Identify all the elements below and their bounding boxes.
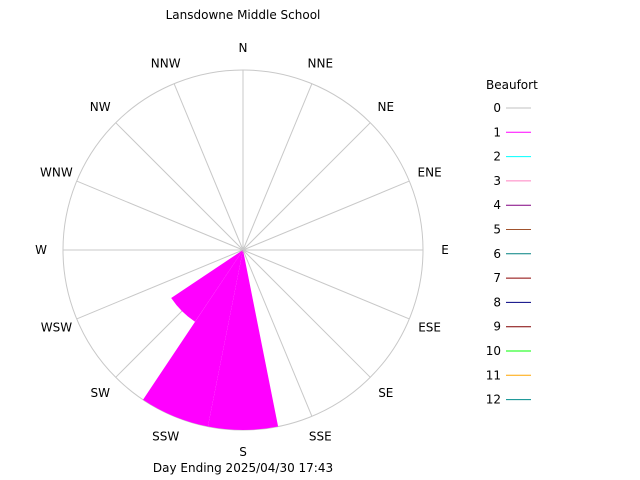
direction-label-sse: SSE: [309, 430, 332, 444]
direction-label-ssw: SSW: [152, 430, 179, 444]
spoke-nnw: [173, 83, 244, 251]
petal-ssw-beaufort-1: [143, 250, 243, 427]
legend-label-5: 5: [493, 223, 501, 237]
spoke-ese: [242, 249, 410, 320]
spoke-se: [242, 249, 371, 378]
direction-label-ese: ESE: [418, 320, 441, 334]
legend-label-4: 4: [493, 198, 501, 212]
chart-title: Lansdowne Middle School: [166, 8, 321, 22]
direction-label-nne: NNE: [308, 56, 334, 70]
legend-label-8: 8: [493, 295, 501, 309]
direction-label-nnw: NNW: [151, 56, 181, 70]
direction-label-sw: SW: [90, 386, 110, 400]
direction-label-s: S: [239, 445, 247, 459]
spoke-nw: [115, 122, 244, 251]
direction-label-nw: NW: [90, 100, 111, 114]
direction-label-se: SE: [378, 386, 393, 400]
direction-label-ene: ENE: [418, 166, 442, 180]
petal-s-beaufort-0: [242, 250, 244, 252]
direction-label-e: E: [441, 243, 449, 257]
direction-label-wnw: WNW: [40, 166, 73, 180]
petal-sw-beaufort-1: [171, 250, 243, 322]
spoke-ene: [242, 180, 410, 251]
petal-s-beaufort-1: [207, 250, 279, 430]
direction-label-w: W: [35, 243, 47, 257]
direction-label-wsw: WSW: [41, 320, 72, 334]
legend-label-2: 2: [493, 150, 501, 164]
legend-label-10: 10: [486, 344, 501, 358]
spoke-wnw: [76, 180, 244, 251]
chart-footer: Day Ending 2025/04/30 17:43: [153, 461, 333, 475]
spoke-nne: [242, 83, 313, 251]
direction-label-ne: NE: [378, 100, 395, 114]
spoke-wsw: [76, 249, 244, 320]
legend-label-6: 6: [493, 247, 501, 261]
spoke-sse: [242, 249, 313, 417]
rose-petals: [143, 250, 279, 430]
legend-label-11: 11: [486, 368, 501, 382]
legend-label-3: 3: [493, 174, 501, 188]
legend-label-7: 7: [493, 271, 501, 285]
direction-label-n: N: [239, 41, 248, 55]
direction-labels: N NNE NE ENE E ESE SE SSE S SSW SW WSW W WNW NW NNW: [35, 41, 449, 459]
legend-label-12: 12: [486, 393, 501, 407]
legend-title: Beaufort: [486, 78, 538, 92]
legend-label-0: 0: [493, 101, 501, 115]
legend-label-1: 1: [493, 125, 501, 139]
spoke-ne: [242, 122, 371, 251]
petal-ssw-beaufort-0: [242, 250, 243, 252]
legend-label-9: 9: [493, 320, 501, 334]
